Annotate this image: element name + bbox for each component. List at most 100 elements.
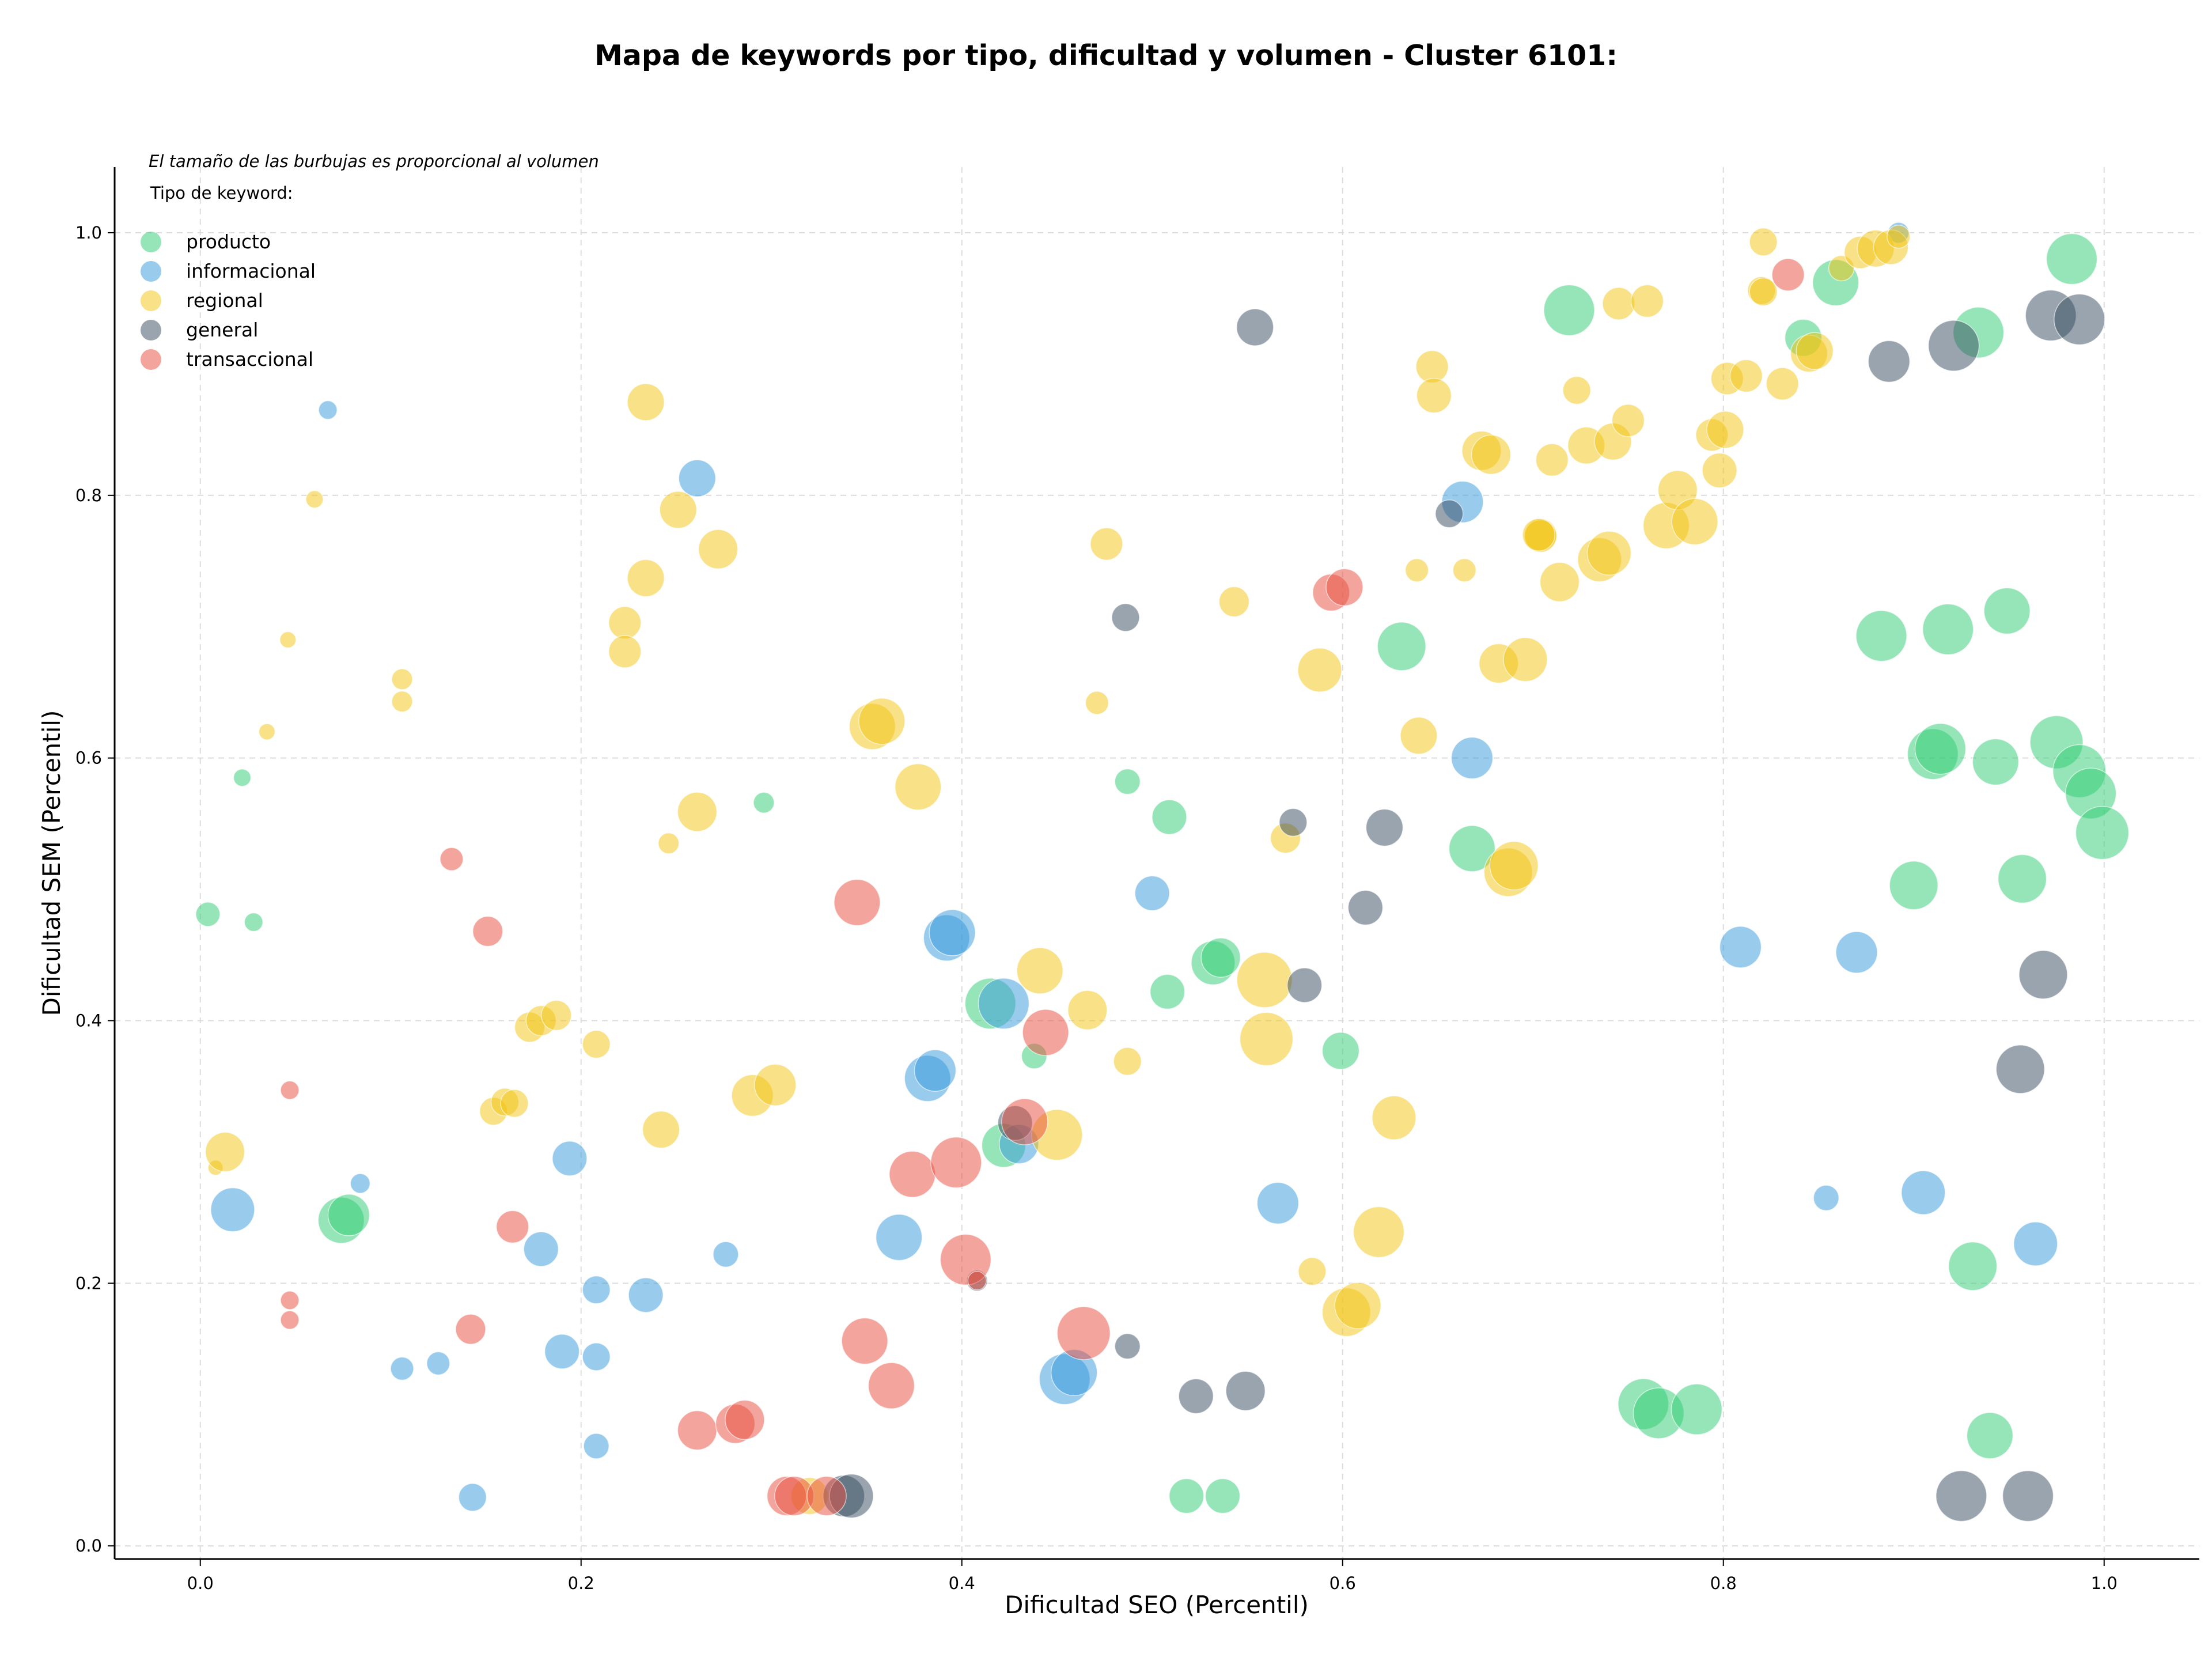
bubble-regional — [1353, 1206, 1405, 1258]
x-axis-label: Dificultad SEO (Percentil) — [1005, 1591, 1309, 1619]
bubble-informacional — [713, 1241, 739, 1267]
bubble-informacional — [582, 1342, 611, 1371]
bubble-general — [1347, 890, 1384, 926]
bubble-transaccional — [280, 1310, 300, 1330]
legend-marker-informacional — [141, 261, 161, 282]
bubble-producto — [1377, 622, 1426, 671]
bubble-regional — [1416, 377, 1452, 414]
bubble-regional — [391, 690, 413, 713]
bubble-transaccional — [495, 1210, 529, 1244]
bubble-regional — [698, 529, 738, 570]
bubble-general — [1435, 499, 1464, 528]
bubble-informacional — [914, 1049, 957, 1092]
bubble-regional — [627, 383, 665, 421]
bubble-transaccional — [1325, 568, 1363, 607]
bubble-producto — [1966, 1412, 2014, 1459]
bubble-informacional — [582, 1276, 611, 1304]
bubble-transaccional — [1022, 1009, 1069, 1056]
bubble-transaccional — [725, 1399, 765, 1440]
bubble-transaccional — [841, 1317, 888, 1365]
bubble-informacional — [458, 1483, 487, 1512]
y-tick-label: 0.8 — [75, 486, 102, 505]
bubble-regional — [1539, 562, 1580, 602]
bubble-regional — [1671, 498, 1718, 546]
x-tick-label: 0.6 — [1330, 1573, 1356, 1593]
bubble-transaccional — [834, 879, 881, 926]
bubble-informacional — [1719, 926, 1762, 968]
bubble-producto — [1914, 722, 1967, 775]
y-tick-label: 0.6 — [75, 748, 102, 768]
bubble-informacional — [426, 1351, 450, 1376]
bubble-layer — [195, 222, 2130, 1522]
bubble-transaccional — [1056, 1306, 1111, 1360]
y-tick-label: 0.2 — [75, 1273, 102, 1293]
bubble-regional — [1766, 367, 1799, 400]
bubble-producto — [1997, 854, 2047, 904]
bubble-regional — [608, 606, 642, 640]
tick-layer: 0.0 0.2 0.4 0.6 0.8 1.0 0.0 0.2 0.4 0.6 0.8 1.0 — [75, 223, 2118, 1593]
bubble-general — [1868, 340, 1911, 383]
bubble-general — [1365, 808, 1404, 847]
bubble-informacional — [875, 1213, 923, 1261]
bubble-regional — [1611, 404, 1645, 437]
axes — [113, 167, 2199, 1560]
legend-label-transaccional: transaccional — [186, 348, 313, 370]
x-tick-label: 0.4 — [949, 1573, 975, 1593]
bubble-regional — [1236, 952, 1293, 1008]
bubble-regional — [582, 1030, 611, 1059]
x-tick-label: 0.0 — [187, 1573, 214, 1593]
bubble-general — [1236, 308, 1274, 346]
bubble-transaccional — [1001, 1098, 1048, 1145]
bubble-informacional — [978, 978, 1030, 1030]
bubble-regional — [258, 723, 276, 740]
bubble-informacional — [350, 1173, 371, 1194]
bubble-regional — [1400, 717, 1438, 755]
bubble-producto — [1152, 799, 1187, 835]
bubble-regional — [1749, 277, 1778, 307]
bubble-regional — [1630, 284, 1664, 318]
bubble-informacional — [2013, 1221, 2058, 1266]
chart-title: Mapa de keywords por tipo, dificultad y … — [594, 39, 1618, 72]
bubble-regional — [1239, 1012, 1294, 1066]
bubble-regional — [608, 635, 642, 668]
bubble-regional — [1562, 376, 1592, 405]
bubble-transaccional — [967, 1271, 987, 1291]
x-tick-label: 0.8 — [1710, 1573, 1737, 1593]
y-axis-label: Dificultad SEM (Percentil) — [37, 710, 66, 1016]
bubble-informacional — [523, 1231, 559, 1267]
bubble-transaccional — [440, 847, 464, 871]
bubble-informacional — [1835, 931, 1878, 974]
bubble-informacional — [628, 1277, 664, 1313]
bubble-informacional — [1256, 1182, 1300, 1225]
y-tick-label: 0.0 — [75, 1536, 102, 1556]
bubble-producto — [1948, 1241, 1998, 1291]
bubble-regional — [1085, 691, 1109, 715]
bubble-regional — [1702, 452, 1737, 489]
bubble-regional — [1067, 990, 1108, 1031]
y-tick-label: 1.0 — [75, 223, 102, 243]
legend-label-regional: regional — [186, 289, 263, 312]
bubble-producto — [2075, 805, 2130, 860]
bubble-transaccional — [930, 1136, 982, 1189]
bubble-producto — [753, 792, 775, 814]
bubble-transaccional — [280, 1080, 300, 1100]
bubble-regional — [204, 1132, 245, 1172]
bubble-informacional — [929, 909, 976, 956]
bubble-informacional — [210, 1187, 255, 1232]
size-note: El tamaño de las burbujas es proporciona… — [149, 152, 599, 171]
bubble-producto — [244, 912, 264, 932]
bubble-general — [1286, 967, 1323, 1003]
bubble-producto — [1114, 768, 1141, 795]
bubble-regional — [1796, 332, 1834, 370]
legend-label-informacional: informacional — [186, 260, 316, 282]
x-tick-label: 1.0 — [2091, 1573, 2118, 1593]
bubble-regional — [1404, 558, 1429, 582]
bubble-regional — [1503, 637, 1548, 682]
bubble-regional — [894, 763, 942, 811]
bubble-producto — [2046, 233, 2098, 285]
legend-marker-general — [141, 320, 161, 340]
bubble-general — [2054, 293, 2105, 346]
bubble-general — [1111, 603, 1140, 632]
bubble-informacional — [544, 1334, 580, 1369]
